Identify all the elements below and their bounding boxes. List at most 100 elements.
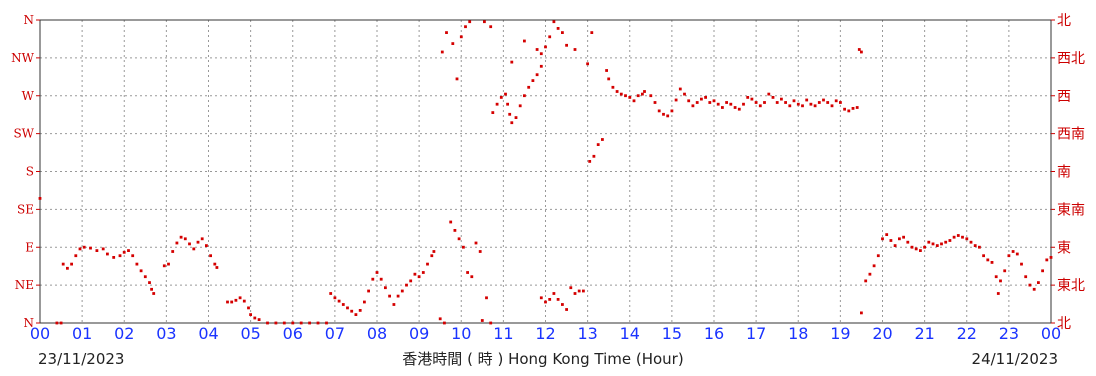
- data-point: [674, 98, 678, 102]
- data-point: [649, 94, 653, 98]
- data-point: [927, 240, 931, 244]
- x-tick-label: 09: [409, 324, 429, 343]
- data-point: [687, 99, 691, 103]
- data-point: [712, 99, 716, 103]
- y-tick-label-left: W: [22, 89, 35, 103]
- data-point: [474, 241, 478, 245]
- date-end: 24/11/2023: [972, 350, 1058, 368]
- data-point: [796, 102, 800, 106]
- x-tick-label: 08: [367, 324, 387, 343]
- data-point: [413, 272, 417, 276]
- data-point: [544, 300, 547, 304]
- data-point: [333, 296, 337, 300]
- x-tick-label: 23: [999, 324, 1019, 343]
- data-point: [889, 239, 893, 242]
- data-point: [847, 109, 851, 113]
- y-tick-label-right: 東北: [1057, 278, 1085, 294]
- y-tick-label-right: 北: [1057, 13, 1071, 29]
- x-ticks: 00 01 02 03 04 05 06 07 08 09 10 11 12 13 14 15 16 17 18 19…: [30, 324, 1061, 343]
- data-point: [1037, 281, 1040, 284]
- data-point: [101, 247, 105, 251]
- data-point: [830, 104, 834, 108]
- data-point: [552, 292, 556, 295]
- data-point: [354, 313, 358, 316]
- data-point: [291, 321, 295, 325]
- data-point: [400, 289, 404, 293]
- data-point: [430, 254, 434, 258]
- y-tick-label-left: SW: [13, 127, 34, 141]
- data-point: [990, 261, 994, 264]
- data-point: [234, 298, 238, 302]
- data-point: [152, 292, 156, 295]
- data-point: [678, 87, 682, 91]
- data-point: [238, 296, 242, 300]
- data-point: [188, 242, 191, 246]
- grid: [40, 20, 1051, 323]
- data-point: [868, 272, 872, 276]
- data-point: [150, 287, 153, 291]
- data-point: [396, 294, 400, 298]
- x-tick-label: 07: [325, 324, 345, 343]
- data-point: [440, 50, 444, 54]
- data-point: [127, 249, 130, 252]
- x-tick-label: 21: [914, 324, 934, 343]
- data-point: [405, 283, 408, 287]
- data-point: [615, 90, 619, 93]
- data-point: [771, 96, 775, 99]
- data-point: [257, 318, 261, 321]
- data-point: [628, 96, 632, 99]
- data-point: [729, 102, 733, 106]
- data-point: [721, 106, 724, 109]
- x-tick-label: 22: [957, 324, 977, 343]
- data-point: [956, 234, 960, 237]
- data-point: [573, 292, 577, 295]
- data-point: [857, 48, 861, 51]
- data-point: [931, 242, 935, 246]
- data-point: [523, 94, 526, 98]
- data-point: [716, 102, 720, 106]
- data-point: [341, 303, 345, 306]
- data-point: [670, 109, 674, 113]
- data-point: [733, 106, 737, 109]
- x-tick-label: 05: [240, 324, 260, 343]
- x-tick-label: 00: [1041, 324, 1061, 343]
- data-point: [961, 235, 964, 239]
- data-point: [74, 254, 78, 258]
- data-point: [750, 97, 754, 101]
- x-tick-label: 11: [493, 324, 513, 343]
- data-point: [409, 279, 413, 283]
- data-point: [973, 244, 977, 247]
- data-point: [643, 90, 646, 93]
- data-point: [539, 296, 543, 300]
- data-point: [1015, 252, 1019, 256]
- data-point: [350, 309, 354, 313]
- data-point: [106, 252, 109, 256]
- data-point: [737, 107, 741, 111]
- data-point: [548, 298, 552, 301]
- data-point: [683, 92, 686, 96]
- data-point: [82, 245, 86, 249]
- data-point: [708, 101, 712, 104]
- data-point: [510, 121, 514, 125]
- data-point: [590, 31, 594, 34]
- data-point: [788, 104, 792, 108]
- y-tick-label-left: NW: [11, 51, 35, 65]
- data-point: [175, 241, 179, 245]
- data-point: [508, 112, 512, 116]
- data-point: [902, 235, 905, 239]
- data-point: [480, 319, 484, 322]
- data-point: [641, 92, 644, 96]
- data-point: [601, 138, 604, 141]
- data-point: [619, 92, 623, 96]
- data-point: [66, 266, 69, 270]
- data-point: [226, 300, 229, 304]
- data-point: [906, 240, 910, 244]
- data-point: [539, 52, 543, 56]
- data-point: [535, 73, 539, 77]
- data-point: [89, 246, 92, 250]
- data-point: [506, 102, 509, 106]
- data-point: [118, 254, 122, 258]
- data-point: [1020, 262, 1023, 266]
